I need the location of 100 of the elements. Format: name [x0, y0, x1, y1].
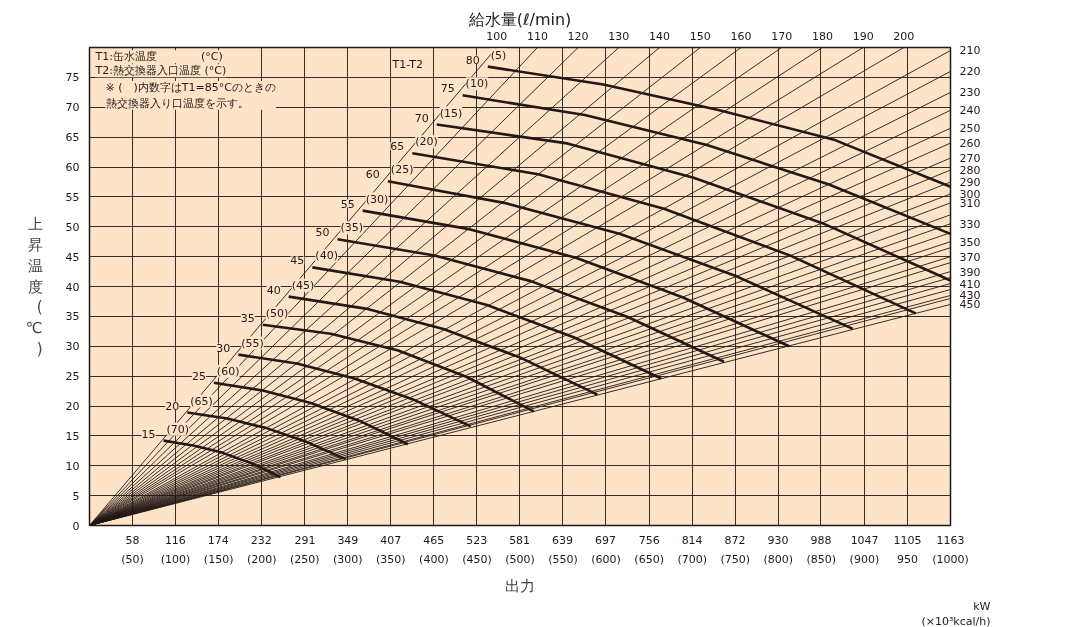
x2-tick-label: (500): [505, 552, 535, 566]
x2-tick-label: (800): [763, 552, 794, 566]
x2-tick-label: (350): [376, 552, 406, 566]
series-label: 45: [290, 254, 305, 268]
series-label: 230: [959, 86, 981, 100]
series-label: 190: [852, 29, 874, 43]
x2-tick-label: (900): [849, 552, 880, 566]
annotation: (70): [166, 422, 190, 436]
text: (×10³kcal/h): [921, 614, 991, 627]
x-tick-label: 232: [250, 533, 272, 547]
annotation: (30): [365, 192, 389, 206]
x-tick-label: 349: [337, 533, 359, 547]
x-tick-label: 697: [595, 533, 617, 547]
x-tick-label: 407: [380, 533, 402, 547]
x2-tick-label: (700): [677, 552, 707, 566]
y-tick-label: 20: [65, 400, 80, 413]
annotation: T1:缶水温度 (°C): [94, 50, 223, 64]
series-label: 370: [959, 250, 981, 264]
series-label: 15: [141, 427, 156, 441]
series-label: 290: [959, 175, 981, 189]
y-tick-label: 75: [65, 71, 80, 85]
series-label: 20: [165, 399, 180, 413]
x2-tick-label: (650): [634, 552, 664, 566]
annotation: (20): [415, 135, 438, 149]
text: 給水量(ℓ/min): [467, 9, 572, 29]
y-tick-label: 10: [65, 459, 80, 473]
x-tick-label: 1163: [936, 533, 965, 547]
x2-tick-label: (50): [121, 552, 144, 566]
annotation: (10): [465, 77, 489, 91]
annotation: (35): [340, 221, 364, 235]
series-label: 220: [959, 65, 981, 79]
x-tick-label: 116: [164, 533, 186, 547]
series-label: 110: [526, 29, 548, 43]
x-tick-label: 639: [552, 533, 574, 547]
y-tick-label: 40: [65, 280, 80, 294]
x-tick-label: 465: [423, 533, 445, 547]
series-label: 25: [191, 369, 206, 383]
series-label: 200: [893, 29, 915, 43]
series-label: 35: [240, 311, 255, 325]
y-tick-label: 30: [65, 340, 80, 354]
series-label: 170: [771, 29, 793, 43]
y-tick-label: 45: [65, 250, 80, 264]
y-tick-label: 60: [65, 161, 80, 174]
series-label: 390: [959, 265, 981, 279]
x-tick-label: 930: [767, 533, 789, 547]
annotation: (40): [315, 249, 338, 263]
x-tick-label: 814: [681, 533, 703, 547]
annotation: (15): [439, 106, 463, 120]
x-tick-label: 291: [294, 533, 316, 547]
x2-tick-label: (400): [419, 552, 449, 566]
x-tick-label: 1047: [850, 533, 879, 547]
y-tick-label: 35: [65, 310, 80, 324]
series-label: 240: [959, 104, 981, 118]
y-tick-label: 65: [65, 131, 80, 145]
series-label: 120: [567, 29, 589, 43]
annotation: (45): [291, 278, 315, 292]
annotation: (65): [190, 394, 213, 408]
y-tick-label: 55: [65, 190, 80, 204]
x-tick-label: 581: [509, 533, 531, 547]
x-axis-title: 出力: [505, 576, 535, 595]
series-label: 210: [959, 44, 981, 58]
series-label: 280: [959, 163, 981, 177]
series-label: 40: [266, 283, 281, 297]
series-label: 260: [959, 137, 981, 151]
annotation: (50): [265, 306, 289, 320]
series-label: 150: [689, 29, 711, 43]
series-label: 80: [465, 53, 480, 67]
x2-tick-label: (100): [160, 552, 191, 566]
x-tick-label: 58: [125, 533, 140, 547]
x-tick-label: 174: [207, 533, 229, 547]
x2-tick-label: (300): [333, 552, 363, 566]
x2-tick-label: (550): [548, 552, 578, 566]
annotation: (60): [216, 364, 240, 378]
x2-tick-label: (1000): [932, 552, 969, 566]
series-label: 450: [959, 298, 981, 312]
x2-tick-label: (750): [720, 552, 751, 566]
y-tick-label: 15: [65, 429, 80, 443]
series-label: 330: [959, 217, 981, 231]
text: kW: [973, 599, 991, 613]
y-tick-label: 0: [72, 519, 80, 533]
y-tick-label: 5: [72, 489, 80, 503]
series-label: 75: [440, 82, 455, 96]
x2-tick-label: (850): [806, 552, 837, 566]
annotation: (25): [390, 163, 414, 177]
x-tick-label: 872: [724, 533, 746, 547]
y-tick-label: 70: [65, 101, 80, 115]
series-label: 180: [811, 29, 833, 43]
x-tick-label: 756: [638, 533, 660, 547]
x-tick-label: 1105: [893, 533, 922, 547]
series-label: 65: [390, 140, 405, 154]
x2-tick-label: (250): [289, 552, 320, 566]
y-tick-label: 50: [65, 220, 80, 234]
series-label: 55: [340, 197, 355, 211]
series-label: 250: [959, 122, 981, 136]
x2-tick-label: (450): [462, 552, 492, 566]
series-label: 270: [959, 152, 981, 166]
series-label: 70: [414, 111, 429, 125]
series-label: 140: [649, 29, 671, 43]
series-label: 60: [365, 168, 380, 182]
annotation: ※ ( )内数字はT1=85°Cのときの熱交換器入り口温度を示す。: [105, 81, 276, 110]
